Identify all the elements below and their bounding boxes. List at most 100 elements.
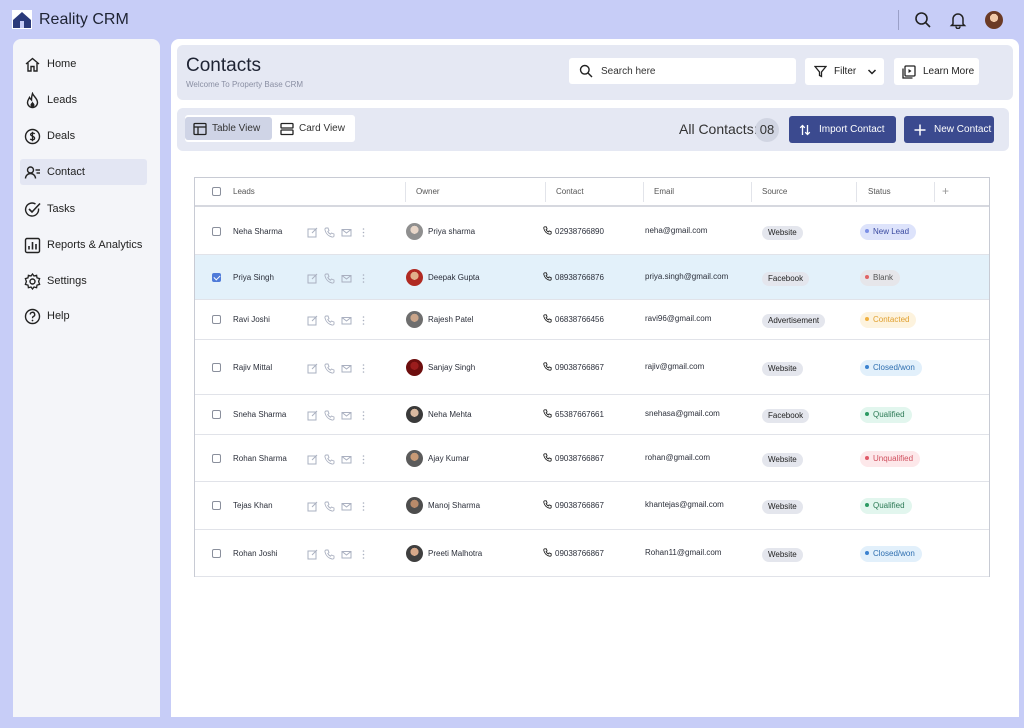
table-row[interactable]: Rohan Sharma Ajay Kumar 09038766867 rohan@g… [195,435,989,482]
lead-name[interactable]: Priya Singh [233,273,274,282]
lead-name[interactable]: Rajiv Mittal [233,363,273,372]
table-row[interactable]: Tejas Khan Manoj Sharma 09038766867 khantej… [195,482,989,530]
phone-icon[interactable] [324,273,335,284]
edit-icon[interactable] [307,363,318,374]
column-header-contact[interactable]: Contact [556,187,584,196]
select-all-checkbox[interactable] [212,187,221,196]
email-address[interactable]: khantejas@gmail.com [645,500,724,509]
status-dot [865,412,869,416]
table-row[interactable]: Sneha Sharma Neha Mehta 65387667661 snehasa… [195,395,989,435]
edit-icon[interactable] [307,454,318,465]
edit-icon[interactable] [307,410,318,421]
more-vertical-icon[interactable] [358,363,369,374]
phone-icon[interactable] [324,410,335,421]
email-address[interactable]: rohan@gmail.com [645,453,711,462]
mail-icon[interactable] [341,454,352,465]
status-badge[interactable]: Unqualified [860,451,921,467]
status-badge[interactable]: Qualified [860,498,912,514]
row-checkbox[interactable] [212,454,221,463]
phone-icon[interactable] [324,549,335,560]
more-vertical-icon[interactable] [358,227,369,238]
row-checkbox[interactable] [212,273,221,282]
sidebar-item-tasks[interactable]: Tasks [20,196,147,222]
sidebar-item-reports[interactable]: Reports & Analytics [20,232,147,258]
sidebar-item-settings[interactable]: Settings [20,268,147,294]
search-icon[interactable] [914,11,932,29]
sidebar-item-deals[interactable]: Deals [20,123,147,149]
email-address[interactable]: priya.singh@gmail.com [645,272,729,281]
phone-icon[interactable] [324,363,335,374]
status-label: Qualified [873,410,905,419]
column-header-source[interactable]: Source [762,187,788,196]
user-avatar[interactable] [985,11,1003,29]
lead-name[interactable]: Neha Sharma [233,227,283,236]
email-address[interactable]: neha@gmail.com [645,226,708,235]
table-row[interactable]: Ravi Joshi Rajesh Patel 06838766456 ravi96@… [195,300,989,340]
table-row[interactable]: Rajiv Mittal Sanjay Singh 09038766867 rajiv… [195,340,989,395]
email-address[interactable]: ravi96@gmail.com [645,314,712,323]
mail-icon[interactable] [341,315,352,326]
more-vertical-icon[interactable] [358,454,369,465]
email-address[interactable]: rajiv@gmail.com [645,362,705,371]
lead-name[interactable]: Rohan Sharma [233,454,287,463]
status-badge[interactable]: Blank [860,270,901,286]
status-badge[interactable]: Closed/won [860,360,922,376]
phone-icon[interactable] [324,454,335,465]
more-vertical-icon[interactable] [358,273,369,284]
filter-button[interactable]: Filter [805,58,884,85]
status-badge[interactable]: Qualified [860,407,912,423]
learn-more-button[interactable]: Learn More [894,58,979,85]
row-checkbox[interactable] [212,363,221,372]
table-view-button[interactable]: Table View [185,117,272,140]
more-vertical-icon[interactable] [358,410,369,421]
edit-icon[interactable] [307,273,318,284]
status-badge[interactable]: Closed/won [860,546,922,562]
sidebar-item-help[interactable]: Help [20,303,147,329]
add-column-button[interactable]: + [942,184,950,198]
mail-icon[interactable] [341,549,352,560]
phone-icon[interactable] [324,315,335,326]
edit-icon[interactable] [307,549,318,560]
mail-icon[interactable] [341,273,352,284]
email-address[interactable]: snehasa@gmail.com [645,409,720,418]
column-header-leads[interactable]: Leads [233,187,255,196]
more-vertical-icon[interactable] [358,501,369,512]
mail-icon[interactable] [341,363,352,374]
lead-name[interactable]: Rohan Joshi [233,549,278,558]
row-checkbox[interactable] [212,410,221,419]
more-vertical-icon[interactable] [358,315,369,326]
phone-icon[interactable] [324,501,335,512]
column-header-email[interactable]: Email [654,187,675,196]
mail-icon[interactable] [341,410,352,421]
table-row[interactable]: Priya Singh Deepak Gupta 08938766876 priya.… [195,255,989,300]
table-row[interactable]: Neha Sharma Priya sharma 02938766890 neha@g… [195,209,989,255]
edit-icon[interactable] [307,315,318,326]
status-badge[interactable]: Contacted [860,312,917,328]
row-checkbox[interactable] [212,315,221,324]
mail-icon[interactable] [341,227,352,238]
phone-icon[interactable] [324,227,335,238]
new-contact-button[interactable]: New Contact [904,116,994,143]
mail-icon[interactable] [341,501,352,512]
column-header-owner[interactable]: Owner [416,187,440,196]
row-checkbox[interactable] [212,501,221,510]
bell-icon[interactable] [949,11,967,29]
import-contact-button[interactable]: Import Contact [789,116,896,143]
row-checkbox[interactable] [212,227,221,236]
search-input[interactable]: Search here [569,58,796,84]
sidebar-item-leads[interactable]: Leads [20,87,147,113]
edit-icon[interactable] [307,501,318,512]
email-address[interactable]: Rohan11@gmail.com [645,548,722,557]
lead-name[interactable]: Tejas Khan [233,501,273,510]
lead-name[interactable]: Sneha Sharma [233,410,287,419]
sidebar-item-home[interactable]: Home [20,51,147,77]
table-row[interactable]: Rohan Joshi Preeti Malhotra 09038766867 Roh… [195,530,989,577]
more-vertical-icon[interactable] [358,549,369,560]
column-header-status[interactable]: Status [868,187,891,196]
card-view-button[interactable]: Card View [272,117,354,140]
lead-name[interactable]: Ravi Joshi [233,315,270,324]
status-badge[interactable]: New Lead [860,224,917,240]
edit-icon[interactable] [307,227,318,238]
row-checkbox[interactable] [212,549,221,558]
sidebar-item-contact[interactable]: Contact [20,159,147,185]
